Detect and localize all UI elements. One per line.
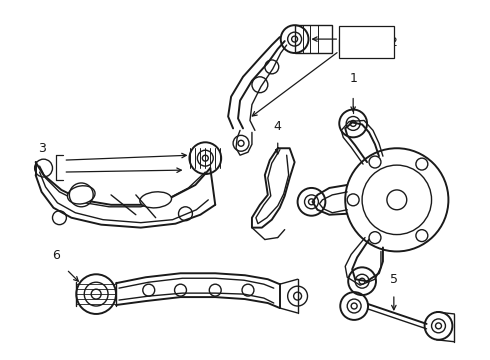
Bar	[294, 25, 332, 53]
Bar	[339, 26, 394, 58]
Ellipse shape	[68, 186, 95, 204]
Text: 5: 5	[390, 273, 398, 286]
Text: 1: 1	[349, 72, 357, 85]
Text: 4: 4	[274, 120, 282, 133]
Text: 6: 6	[52, 249, 60, 262]
Text: 3: 3	[38, 142, 46, 155]
Ellipse shape	[140, 192, 171, 208]
Text: 2: 2	[389, 36, 397, 49]
